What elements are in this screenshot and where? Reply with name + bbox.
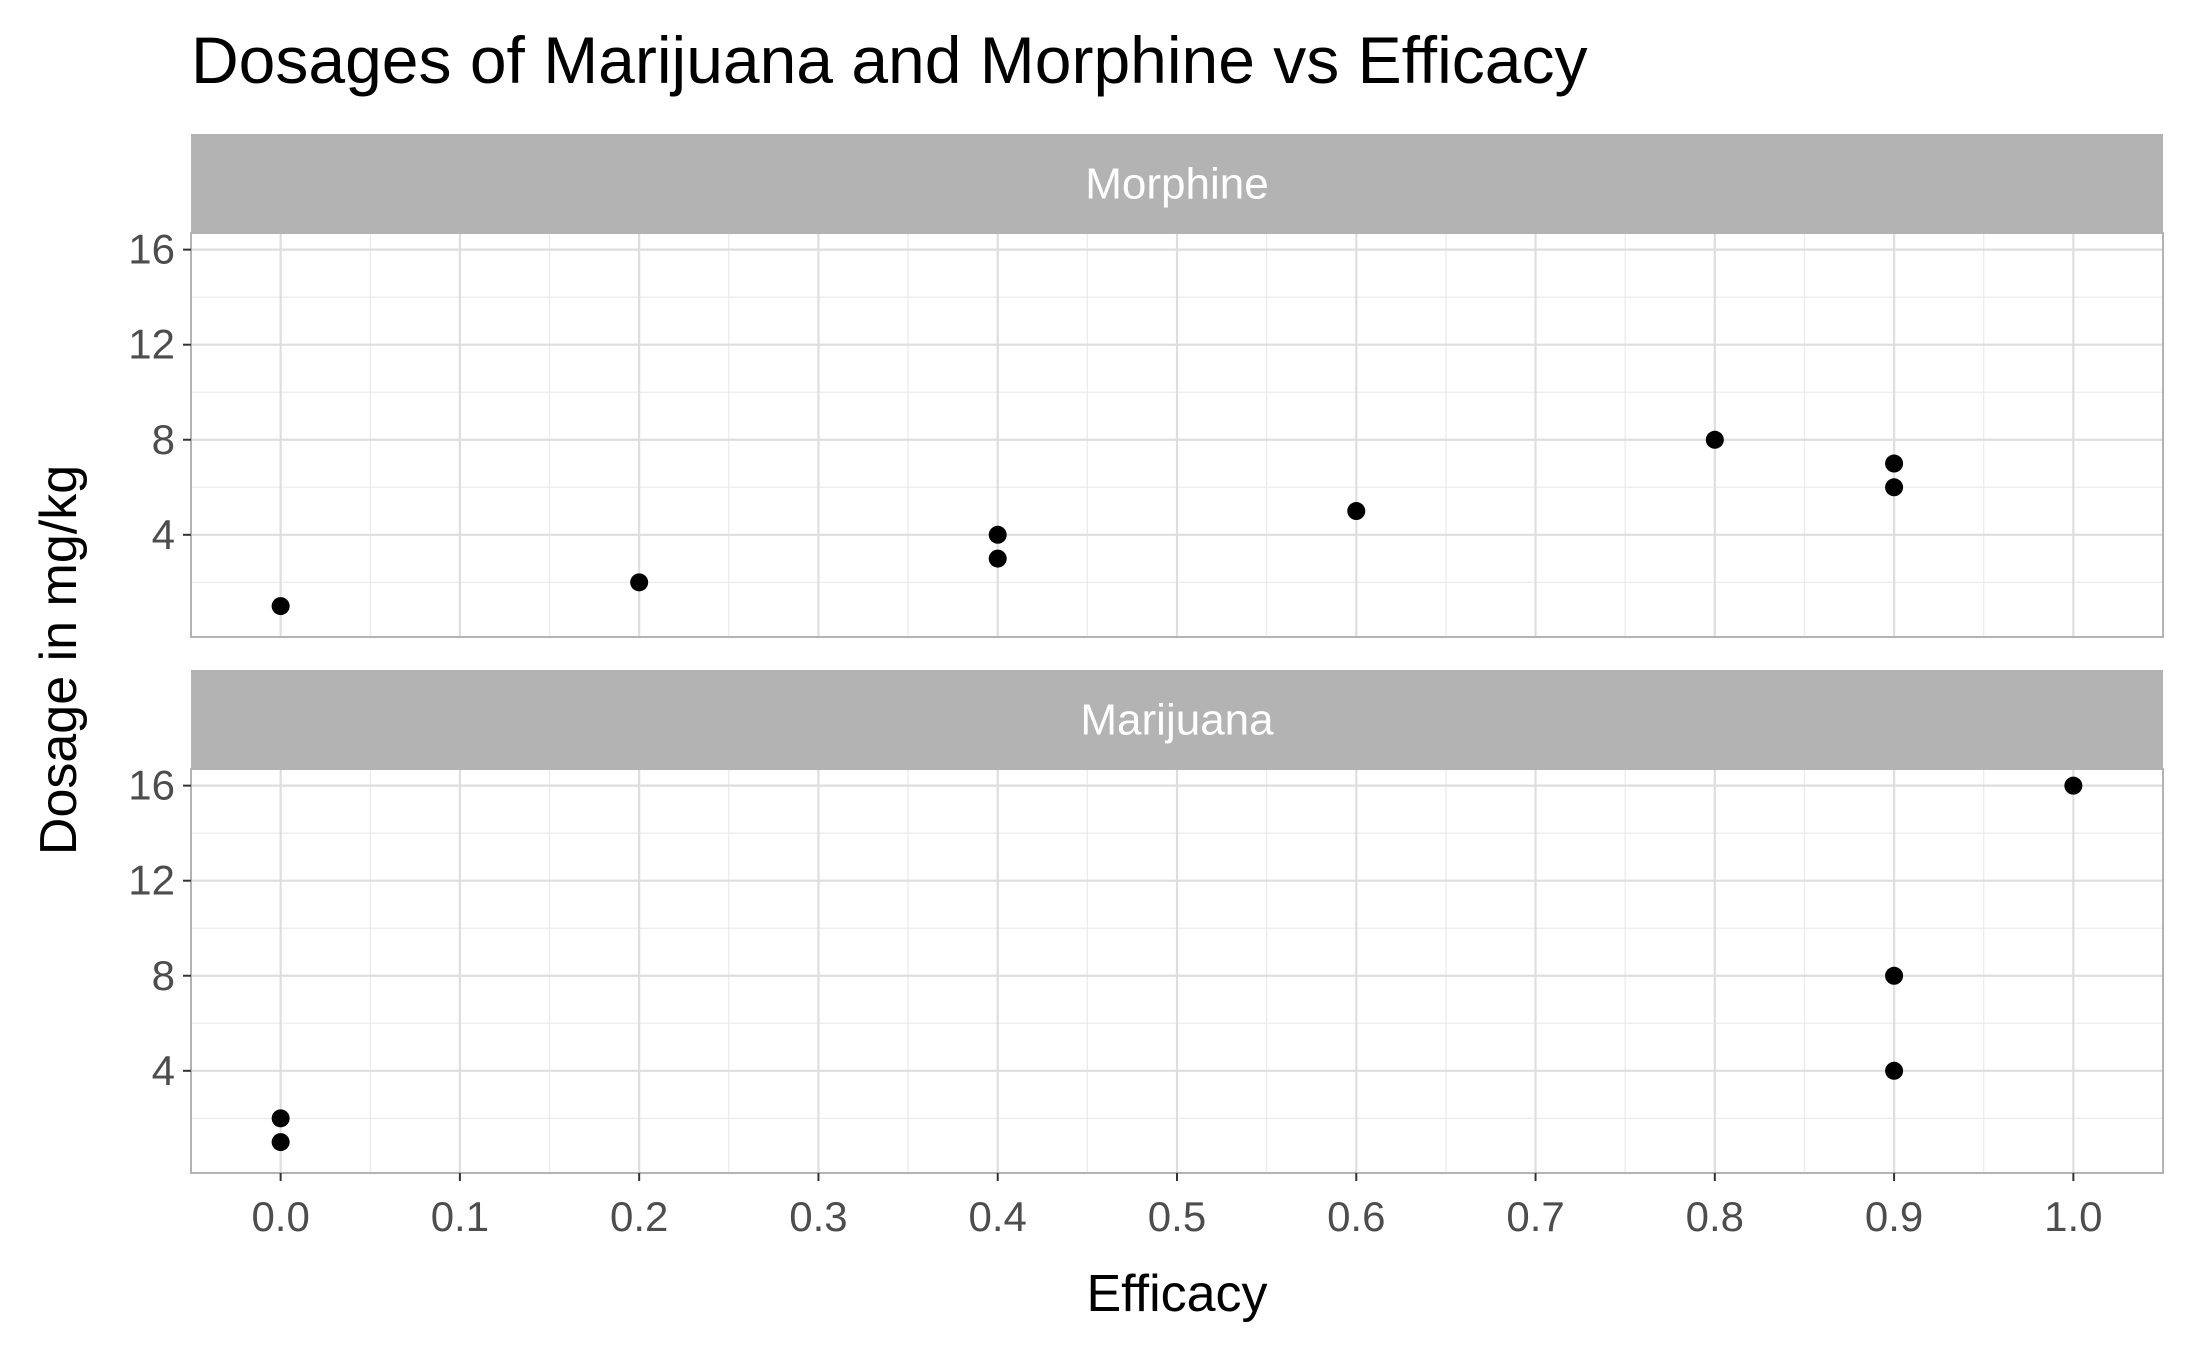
data-point bbox=[2064, 776, 2083, 795]
y-tick-label: 4 bbox=[152, 511, 175, 558]
y-tick-label: 4 bbox=[152, 1047, 175, 1094]
panel-marijuana: Marijuana 4 8 12 16 0.0 0.1 0.2 0.3 0.4 0.5 0.6 0.7 0… bbox=[128, 670, 2164, 1240]
y-tick-label: 12 bbox=[128, 857, 175, 904]
data-point bbox=[271, 597, 290, 616]
data-point bbox=[1705, 430, 1724, 449]
x-tick-label: 0.1 bbox=[431, 1193, 489, 1240]
data-point bbox=[271, 1133, 290, 1152]
y-tick-label: 16 bbox=[128, 762, 175, 809]
data-point bbox=[988, 525, 1007, 544]
facet-strip-label: Morphine bbox=[1085, 160, 1268, 209]
x-tick-label: 0.0 bbox=[251, 1193, 309, 1240]
y-axis-label: Dosage in mg/kg bbox=[30, 465, 88, 855]
panel-border bbox=[190, 232, 2164, 638]
y-tick-label: 8 bbox=[152, 416, 175, 463]
data-point bbox=[988, 549, 1007, 568]
data-point bbox=[1885, 478, 1904, 497]
data-point bbox=[271, 1109, 290, 1128]
panel-morphine: Morphine 4 8 12 16 bbox=[128, 134, 2164, 638]
x-tick-label: 0.3 bbox=[789, 1193, 847, 1240]
y-tick-label: 8 bbox=[152, 952, 175, 999]
chart-title: Dosages of Marijuana and Morphine vs Eff… bbox=[191, 23, 1588, 97]
x-tick-label: 0.6 bbox=[1327, 1193, 1385, 1240]
data-point bbox=[630, 573, 649, 592]
facet-panels: Morphine 4 8 12 16 Marijuana 4 8 12 16 0.0 0.1 0.2 0.… bbox=[128, 134, 2164, 1240]
facet-strip bbox=[191, 670, 2163, 769]
data-point bbox=[1885, 1061, 1904, 1080]
y-tick-label: 16 bbox=[128, 226, 175, 273]
x-tick-label: 0.2 bbox=[610, 1193, 668, 1240]
data-point bbox=[1885, 966, 1904, 985]
data-point bbox=[1885, 454, 1904, 473]
x-tick-label: 0.7 bbox=[1506, 1193, 1564, 1240]
x-tick-label: 0.8 bbox=[1686, 1193, 1744, 1240]
data-point bbox=[1347, 502, 1366, 521]
x-tick-label: 0.5 bbox=[1148, 1193, 1206, 1240]
x-tick-label: 0.9 bbox=[1865, 1193, 1923, 1240]
x-axis-label: Efficacy bbox=[1086, 1265, 1267, 1323]
x-tick-label: 1.0 bbox=[2044, 1193, 2102, 1240]
y-tick-label: 12 bbox=[128, 321, 175, 368]
facet-strip bbox=[191, 134, 2163, 233]
facet-strip-label: Marijuana bbox=[1080, 696, 1274, 745]
x-tick-label: 0.4 bbox=[969, 1193, 1027, 1240]
